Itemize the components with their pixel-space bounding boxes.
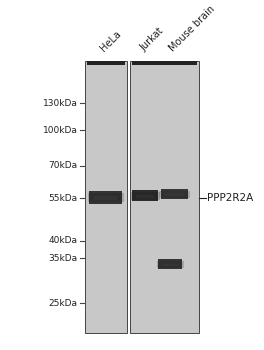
Bar xyxy=(132,190,158,201)
Bar xyxy=(159,191,190,198)
Bar xyxy=(161,189,188,199)
Text: Jurkat: Jurkat xyxy=(138,26,165,53)
Text: 25kDa: 25kDa xyxy=(49,299,78,308)
Bar xyxy=(136,195,154,198)
Text: 100kDa: 100kDa xyxy=(43,126,78,135)
Text: 70kDa: 70kDa xyxy=(49,161,78,170)
Bar xyxy=(162,264,179,266)
Bar xyxy=(132,61,197,65)
Text: 55kDa: 55kDa xyxy=(49,194,78,203)
Bar xyxy=(130,192,159,200)
Bar xyxy=(130,61,199,333)
Text: Mouse brain: Mouse brain xyxy=(167,4,217,53)
Bar xyxy=(85,61,126,333)
Bar xyxy=(87,61,125,65)
Text: PPP2R2A: PPP2R2A xyxy=(208,194,254,203)
Text: 130kDa: 130kDa xyxy=(43,99,78,108)
Bar xyxy=(157,261,183,268)
Bar xyxy=(89,190,122,204)
Bar xyxy=(94,196,117,200)
Text: 40kDa: 40kDa xyxy=(49,236,78,245)
Text: HeLa: HeLa xyxy=(99,29,123,53)
Bar xyxy=(88,193,124,202)
Bar xyxy=(165,194,184,196)
Text: 35kDa: 35kDa xyxy=(49,254,78,263)
Bar xyxy=(158,259,182,269)
